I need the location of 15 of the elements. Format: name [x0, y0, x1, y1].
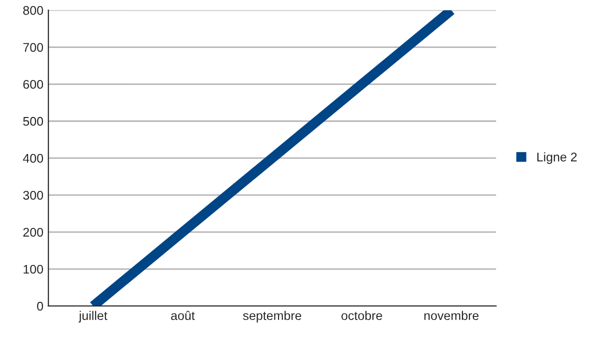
y-tick-label: 0	[37, 302, 44, 311]
y-tick-label: 700	[23, 42, 44, 52]
y-tick-label: 400	[22, 154, 44, 163]
y-tick-label: 500	[23, 116, 44, 126]
x-tick-label: novembre	[424, 310, 479, 320]
legend-label: Ligne 2	[537, 152, 577, 164]
y-tick-label: 600	[23, 80, 44, 89]
y-tick-label: 100	[24, 264, 44, 274]
x-tick-label: août	[171, 310, 195, 320]
y-tick-label: 200	[23, 228, 44, 237]
x-tick-label: septembre	[243, 310, 302, 323]
y-tick-label: 300	[23, 190, 44, 200]
x-tick-label: juillet	[78, 310, 108, 323]
x-tick-label: octobre	[341, 310, 382, 320]
y-tick-label: 800	[23, 6, 44, 15]
